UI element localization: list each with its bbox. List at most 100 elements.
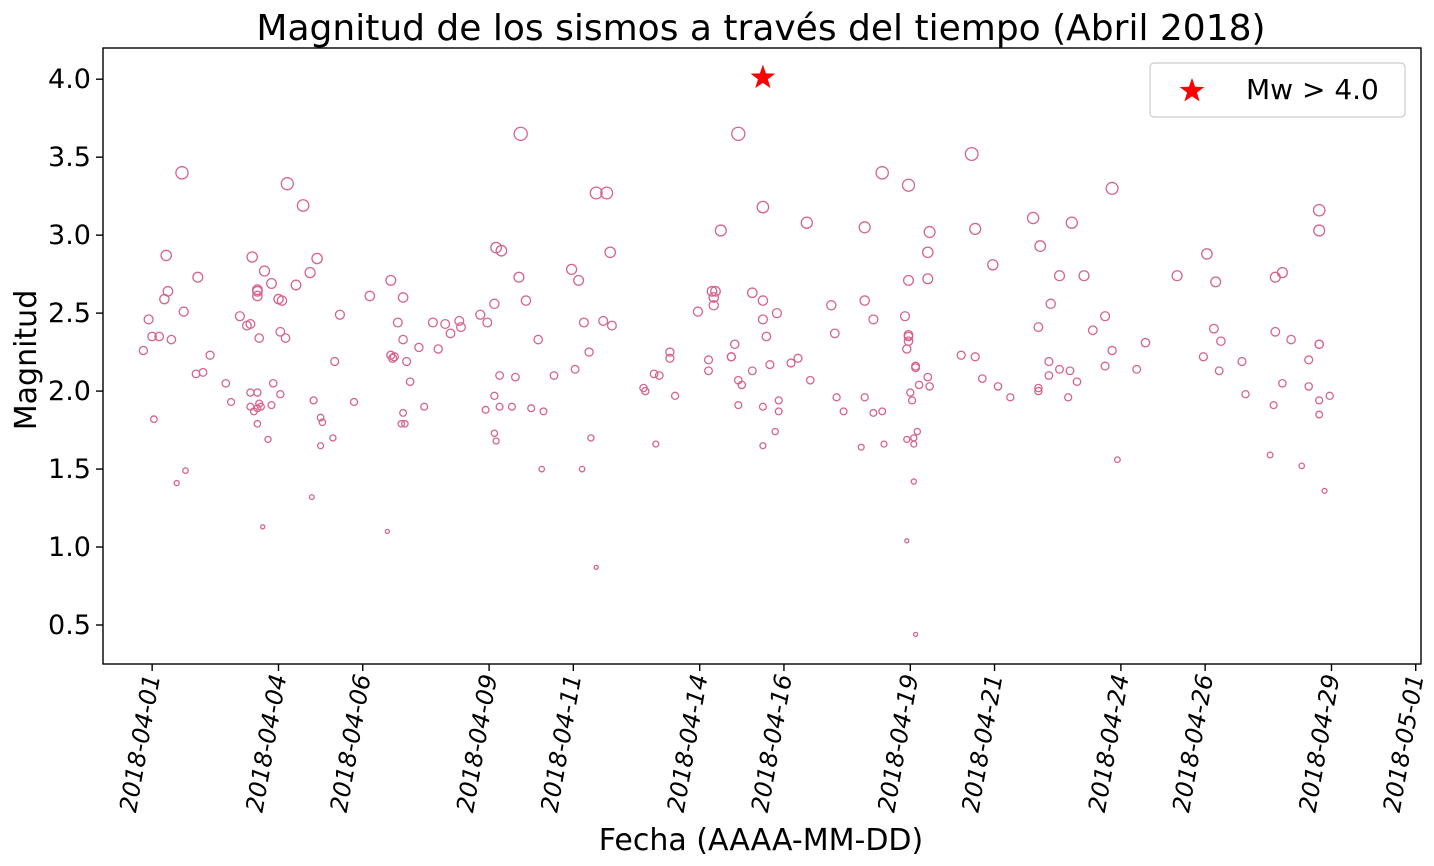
data-point xyxy=(405,377,415,387)
data-point xyxy=(839,407,848,416)
data-point xyxy=(761,331,772,342)
data-point xyxy=(860,393,869,402)
data-point xyxy=(492,437,500,445)
data-point xyxy=(256,402,265,411)
data-point xyxy=(649,369,659,379)
data-point xyxy=(520,295,532,306)
data-point xyxy=(1237,356,1247,367)
data-point xyxy=(1312,203,1326,217)
data-point xyxy=(290,279,302,291)
data-point xyxy=(402,356,412,367)
data-point xyxy=(1298,462,1306,470)
data-point xyxy=(714,224,727,237)
data-point xyxy=(1045,298,1056,310)
data-point xyxy=(330,356,340,367)
data-point xyxy=(384,528,390,535)
data-point xyxy=(757,295,769,306)
data-point xyxy=(858,221,871,234)
x-tick-label: 2018-04-09 xyxy=(451,672,503,814)
data-point xyxy=(399,408,408,417)
data-point xyxy=(757,314,768,325)
data-point xyxy=(154,331,165,342)
data-point xyxy=(264,435,272,444)
data-point xyxy=(149,415,158,424)
data-point xyxy=(641,386,650,396)
data-point xyxy=(490,429,499,437)
data-point xyxy=(589,186,603,200)
y-tick-label: 0.5 xyxy=(48,610,91,641)
data-point xyxy=(198,367,208,377)
data-point xyxy=(316,442,325,450)
data-point xyxy=(765,360,775,370)
data-point xyxy=(510,372,520,382)
data-point xyxy=(704,366,713,376)
data-point xyxy=(914,380,924,390)
data-point xyxy=(454,315,465,326)
data-point xyxy=(138,345,149,356)
data-point xyxy=(280,333,291,343)
data-point xyxy=(221,378,231,388)
data-point xyxy=(1269,401,1278,410)
data-point xyxy=(246,388,255,397)
y-axis-label: Magnitud xyxy=(9,290,44,430)
x-tick-label: 2018-04-26 xyxy=(1167,672,1219,814)
data-point xyxy=(245,318,256,330)
data-point xyxy=(309,396,318,405)
data-point xyxy=(1034,240,1047,253)
data-point xyxy=(1034,386,1043,396)
data-point xyxy=(910,478,918,485)
data-point xyxy=(1304,355,1314,365)
data-point xyxy=(398,334,408,345)
data-point-star xyxy=(750,64,776,89)
y-axis: 0.5 1.0 1.5 2.0 2.5 3.0 3.5 4.0 xyxy=(48,64,103,641)
y-tick-label: 2.5 xyxy=(48,298,91,329)
data-point xyxy=(923,225,936,239)
data-point xyxy=(868,314,879,325)
data-point xyxy=(1241,389,1250,399)
data-point xyxy=(445,328,456,339)
data-point xyxy=(173,479,180,487)
data-point xyxy=(276,295,288,306)
data-point xyxy=(275,326,286,337)
data-point xyxy=(1053,270,1066,282)
data-point xyxy=(427,317,438,328)
data-point xyxy=(964,147,979,161)
data-point xyxy=(771,307,783,319)
data-point xyxy=(826,300,837,311)
data-point xyxy=(1171,270,1183,282)
data-point xyxy=(1214,366,1224,376)
data-point xyxy=(191,369,201,379)
data-point xyxy=(593,564,599,570)
x-tick-label: 2018-04-29 xyxy=(1294,672,1346,814)
data-point xyxy=(246,402,255,411)
data-point xyxy=(1100,361,1110,371)
data-point xyxy=(921,246,934,259)
data-point xyxy=(258,265,271,277)
data-point xyxy=(977,374,987,383)
x-tick-label: 2018-05-01 xyxy=(1378,672,1430,814)
data-point xyxy=(800,216,813,229)
data-point xyxy=(539,407,548,416)
data-point xyxy=(956,350,966,360)
data-point xyxy=(878,407,887,416)
data-point xyxy=(280,177,294,191)
data-point xyxy=(654,371,664,380)
data-point xyxy=(205,350,215,360)
data-point xyxy=(1064,393,1073,402)
x-axis: 2018-04-01 2018-04-04 2018-04-06 2018-04-09… xyxy=(114,664,1430,814)
data-point xyxy=(903,329,914,340)
y-tick-label: 3.0 xyxy=(48,220,91,251)
data-point xyxy=(903,336,914,347)
data-point xyxy=(1216,336,1226,347)
data-point xyxy=(1286,334,1296,345)
data-point xyxy=(584,347,594,357)
data-point xyxy=(771,427,779,436)
data-point xyxy=(253,419,262,428)
data-point xyxy=(1006,393,1015,402)
data-point xyxy=(970,352,980,362)
data-point xyxy=(495,371,505,380)
marker-layer xyxy=(138,64,1334,638)
data-point xyxy=(334,309,346,320)
data-point xyxy=(747,366,757,376)
